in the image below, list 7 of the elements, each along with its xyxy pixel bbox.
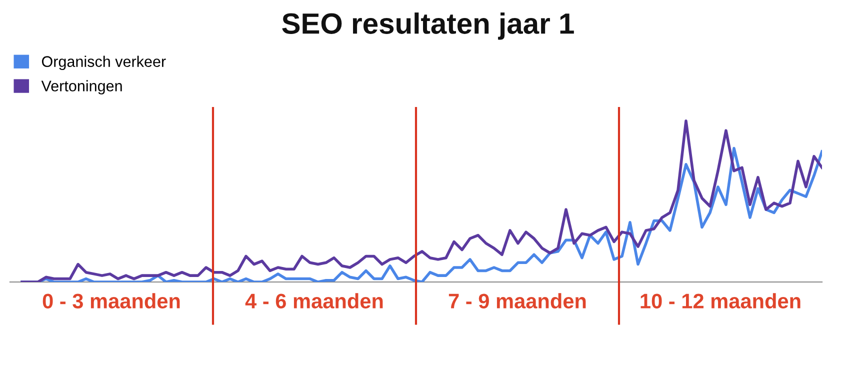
text: 10 - 12 maanden bbox=[640, 293, 800, 308]
text: 0 - 3 maanden bbox=[42, 293, 180, 308]
legend-label: Organisch verkeer bbox=[42, 56, 166, 70]
chart-title: SEO resultaten jaar 1 bbox=[282, 12, 574, 40]
legend-label: Vertoningen bbox=[41, 80, 122, 94]
text: 4 - 6 maanden bbox=[245, 293, 383, 308]
text: 7 - 9 maanden bbox=[448, 293, 586, 308]
